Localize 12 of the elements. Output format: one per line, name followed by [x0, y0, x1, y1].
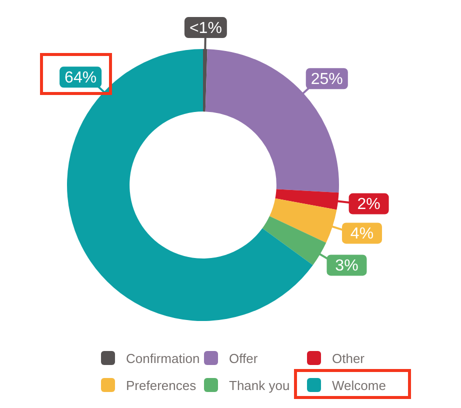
data-label: 64% — [64, 70, 97, 87]
data-label: <1% — [189, 20, 222, 37]
legend-label: Other — [332, 350, 365, 366]
data-label: 2% — [357, 196, 380, 214]
legend-label: Preferences — [126, 378, 196, 392]
data-label: 3% — [335, 258, 358, 275]
legend-label: Welcome — [332, 378, 386, 392]
legend-label: Offer — [229, 350, 258, 366]
data-label: 25% — [310, 71, 343, 88]
legend-label: Thank you — [229, 378, 290, 392]
data-label: 4% — [350, 226, 374, 243]
legend-label: Confirmation — [126, 350, 200, 366]
